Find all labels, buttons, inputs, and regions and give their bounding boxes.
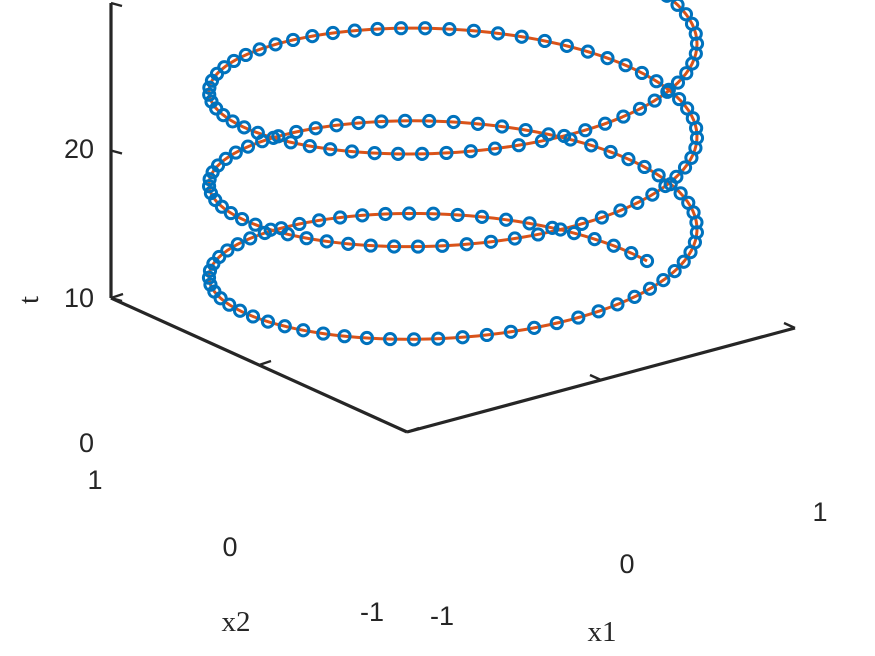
y-tick-label-neg1: -1 — [360, 597, 384, 627]
y-tick-label-1: 1 — [87, 465, 102, 495]
z-axis-label: t — [13, 296, 45, 304]
y-tick-1 — [111, 294, 123, 298]
x-tick-1 — [784, 323, 795, 328]
series-marker-layer — [203, 0, 702, 345]
z-tick-label-10: 10 — [64, 283, 94, 313]
z-tick-label-0: 0 — [79, 428, 94, 458]
z-tick-label-20: 20 — [64, 134, 94, 164]
z-tick-10 — [111, 151, 122, 154]
x-tick-0 — [590, 375, 601, 380]
series-line-layer — [209, 0, 697, 339]
tick-labels: 0 10 20 1 0 -1 -1 0 1 x1 x2 t — [13, 134, 828, 648]
y-tick-label-0: 0 — [222, 532, 237, 562]
x-tick-label-1: 1 — [812, 497, 827, 527]
data-point-marker — [661, 0, 672, 1]
x-tick-label-0: 0 — [619, 549, 634, 579]
z-tick-20 — [111, 3, 122, 6]
y-tick-0 — [259, 361, 271, 365]
series-line — [209, 0, 697, 339]
x-tick-label-neg1: -1 — [430, 601, 454, 631]
x-axis-label: x1 — [588, 616, 617, 648]
y-axis-label: x2 — [222, 606, 251, 638]
